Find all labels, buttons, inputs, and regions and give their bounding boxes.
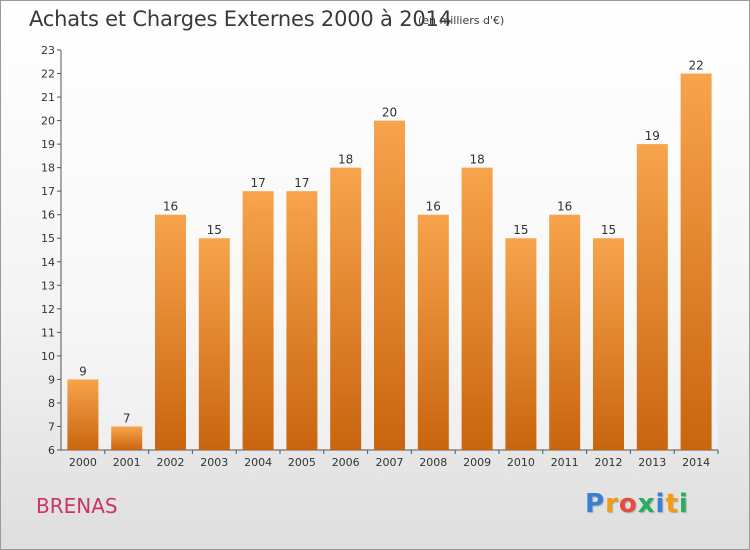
y-tick-label: 19 <box>41 138 55 151</box>
data-label: 18 <box>338 153 353 167</box>
y-tick-label: 17 <box>41 185 55 198</box>
x-tick-label: 2002 <box>157 456 185 469</box>
data-label: 16 <box>557 200 572 214</box>
bar <box>636 144 668 450</box>
logo-letter: t <box>665 489 679 519</box>
y-tick-label: 9 <box>48 373 55 386</box>
bar <box>242 191 274 451</box>
bar <box>505 238 537 450</box>
chart-subtitle: (en milliers d'€) <box>418 14 505 27</box>
data-label: 15 <box>207 223 222 237</box>
data-label: 16 <box>163 200 178 214</box>
y-tick-label: 8 <box>48 397 55 410</box>
y-tick-label: 16 <box>41 209 55 222</box>
y-tick-label: 15 <box>41 232 55 245</box>
logo-letter: P <box>585 489 606 519</box>
data-label: 7 <box>123 411 131 425</box>
chart-title: Achats et Charges Externes 2000 à 2014 <box>29 7 452 31</box>
bar <box>549 214 581 450</box>
x-tick-label: 2012 <box>595 456 623 469</box>
data-label: 9 <box>79 364 87 378</box>
data-label: 17 <box>250 176 265 190</box>
bar <box>461 167 493 450</box>
y-tick-label: 20 <box>41 115 55 128</box>
x-tick-label: 2005 <box>288 456 316 469</box>
x-tick-label: 2011 <box>551 456 579 469</box>
x-tick-label: 2007 <box>376 456 404 469</box>
logo-letter: x <box>637 489 656 519</box>
x-tick-label: 2009 <box>463 456 491 469</box>
data-label: 17 <box>294 176 309 190</box>
data-label: 18 <box>469 153 484 167</box>
bar <box>111 426 143 450</box>
x-tick-label: 2013 <box>638 456 666 469</box>
data-label: 19 <box>645 129 660 143</box>
logo-letter: i <box>678 489 689 519</box>
x-tick-label: 2000 <box>69 456 97 469</box>
data-label: 15 <box>513 223 528 237</box>
y-tick-label: 22 <box>41 68 55 81</box>
bar <box>374 120 405 451</box>
x-tick-label: 2004 <box>244 456 272 469</box>
y-tick-label: 12 <box>41 303 55 316</box>
bar <box>593 238 624 450</box>
data-label: 22 <box>688 59 703 73</box>
data-label: 20 <box>382 106 397 120</box>
proxiti-logo: Proxiti <box>585 489 689 519</box>
logo-letter: i <box>655 489 666 519</box>
bar <box>67 379 99 450</box>
x-tick-label: 2003 <box>200 456 228 469</box>
bar <box>198 238 230 450</box>
bar <box>417 214 449 450</box>
y-tick-label: 18 <box>41 162 55 175</box>
bar <box>286 191 318 451</box>
y-tick-label: 10 <box>41 350 55 363</box>
place-name: BRENAS <box>36 494 118 518</box>
y-tick-label: 23 <box>41 44 55 57</box>
logo-letter: r <box>605 489 619 519</box>
data-label: 16 <box>426 200 441 214</box>
y-tick-label: 6 <box>48 444 55 457</box>
x-tick-label: 2006 <box>332 456 360 469</box>
y-tick-label: 14 <box>41 256 55 269</box>
bar <box>330 167 362 450</box>
y-tick-label: 21 <box>41 91 55 104</box>
x-tick-label: 2008 <box>419 456 447 469</box>
bar <box>155 214 186 450</box>
x-tick-label: 2014 <box>682 456 710 469</box>
bar <box>680 73 712 450</box>
y-tick-label: 13 <box>41 279 55 292</box>
y-tick-label: 11 <box>41 326 55 339</box>
x-tick-label: 2001 <box>113 456 141 469</box>
logo-letter: o <box>618 489 638 519</box>
x-tick-label: 2010 <box>507 456 535 469</box>
y-tick-label: 7 <box>48 420 55 433</box>
data-label: 15 <box>601 223 616 237</box>
